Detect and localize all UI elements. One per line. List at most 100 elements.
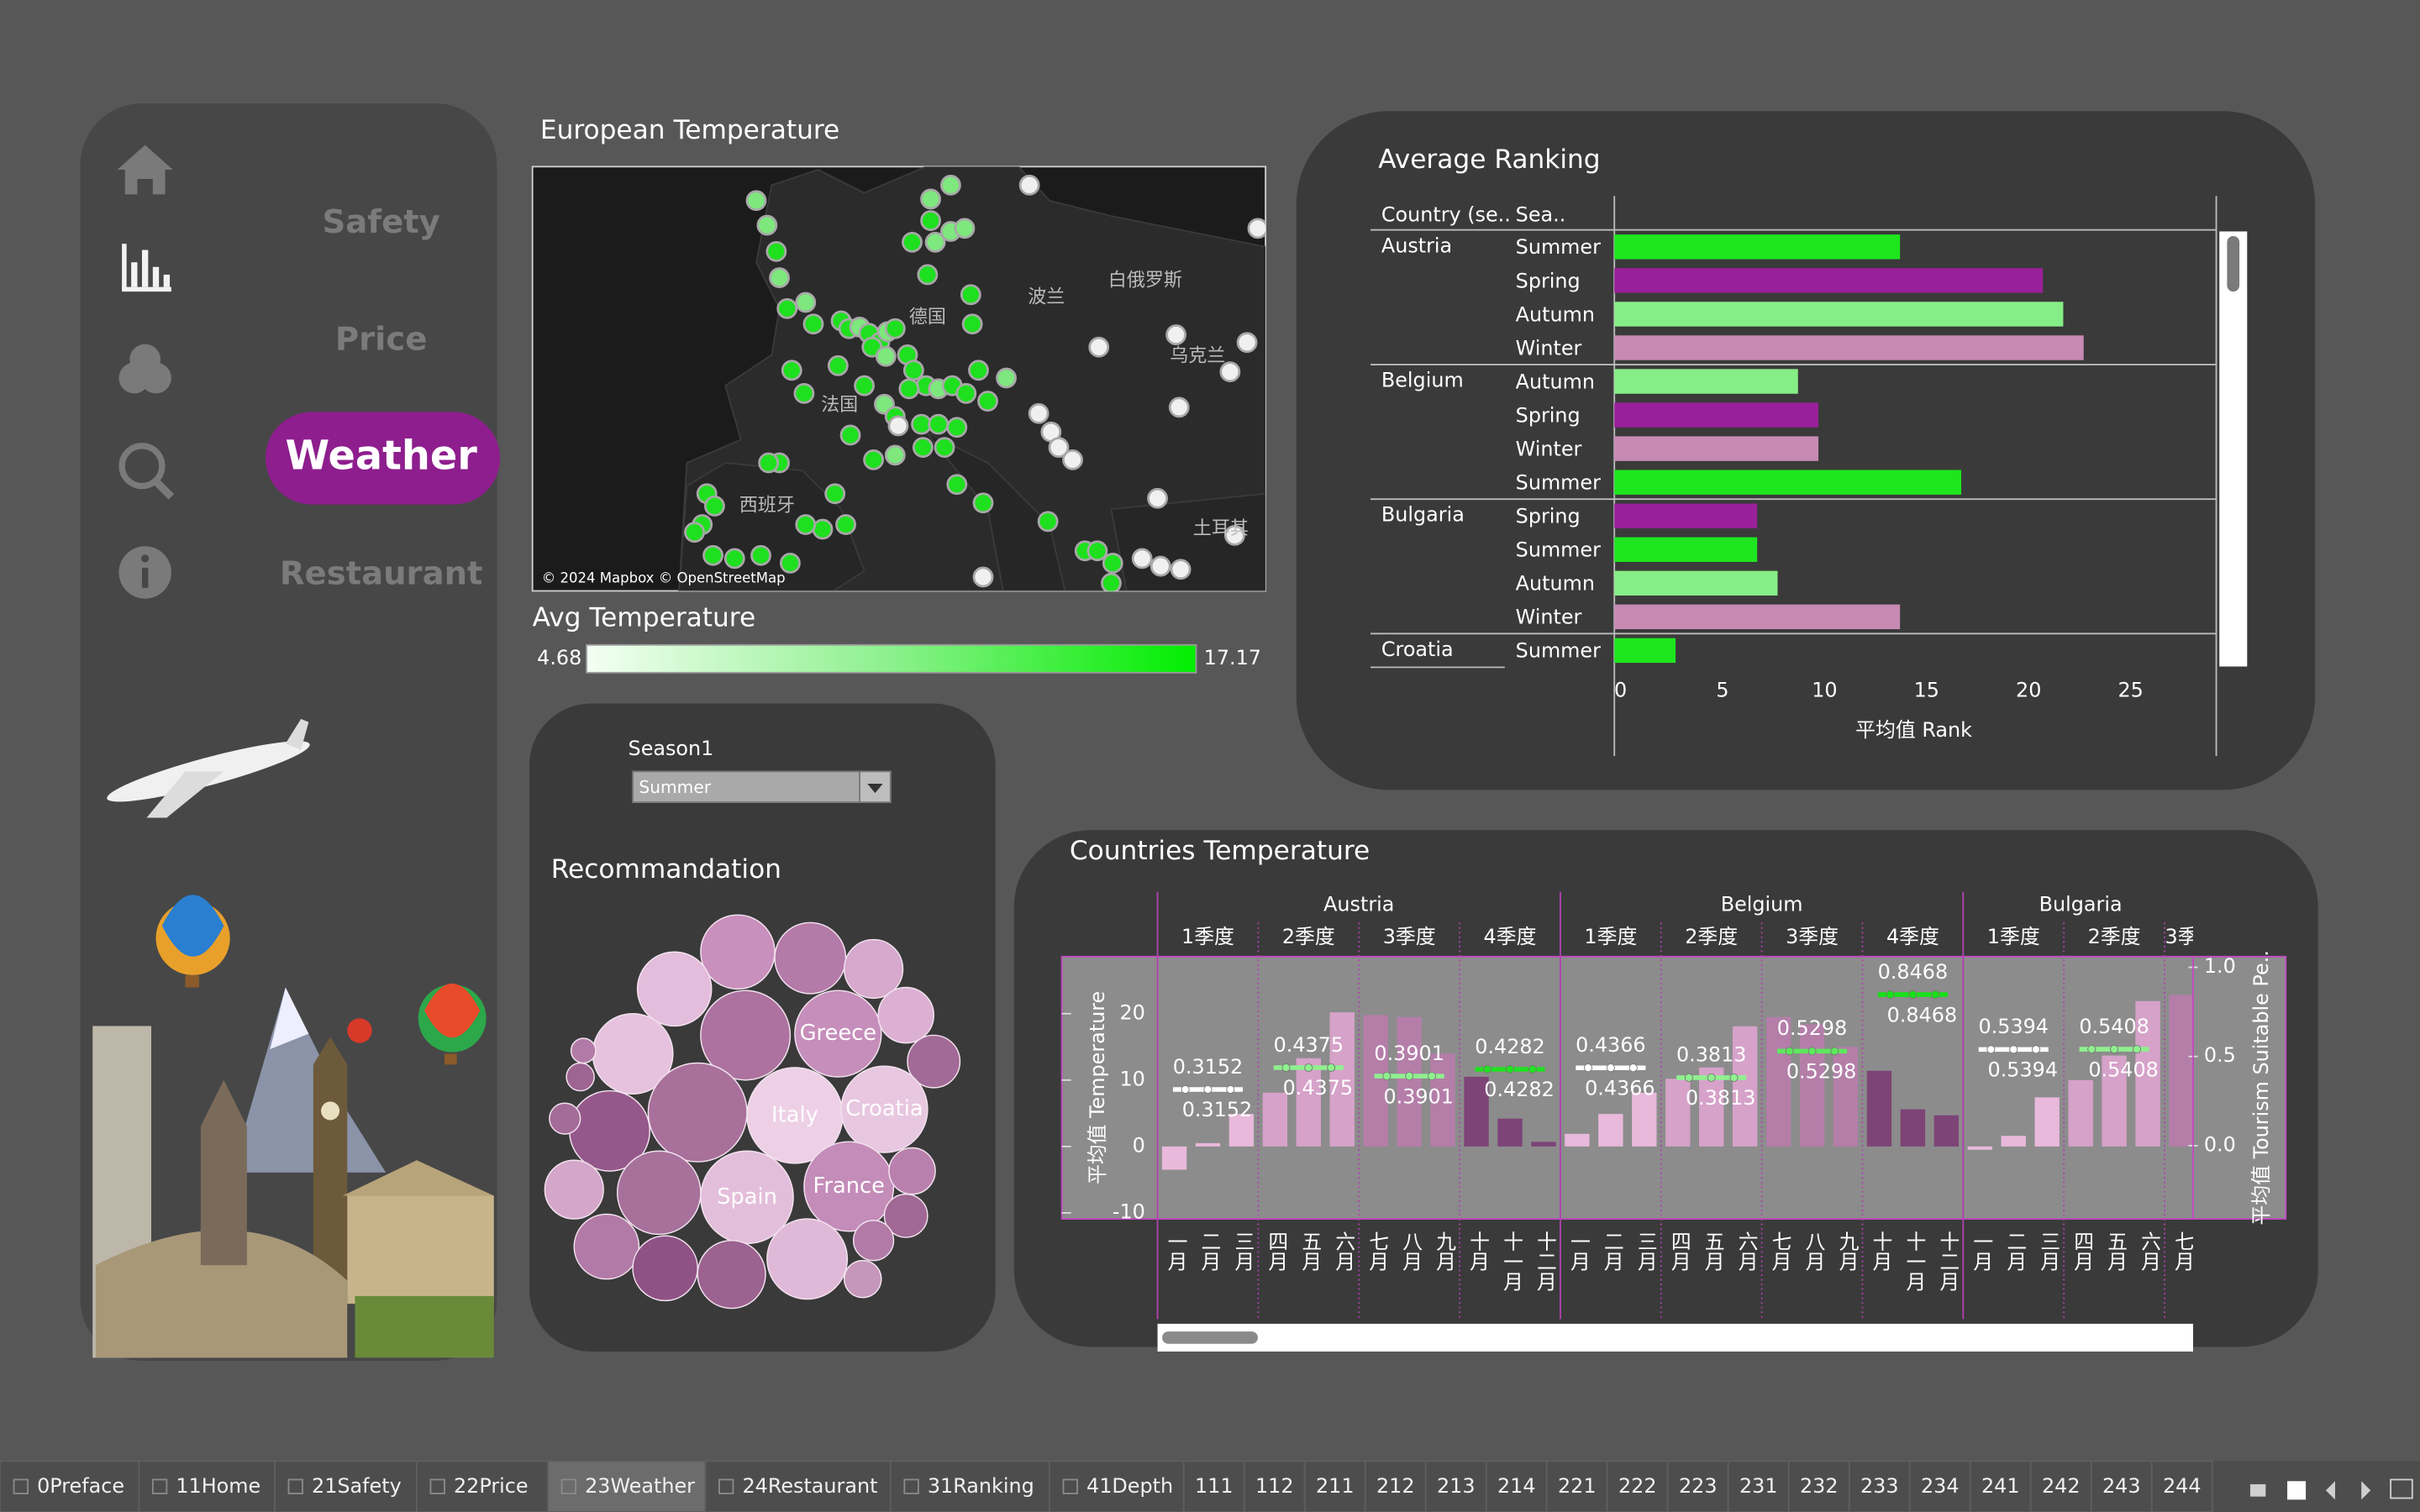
map-point[interactable] xyxy=(854,375,875,396)
map-point[interactable] xyxy=(934,437,955,459)
map-point[interactable] xyxy=(996,367,1017,389)
bar[interactable] xyxy=(1614,268,2044,293)
tab-label[interactable]: 243 xyxy=(2102,1474,2141,1498)
map-point[interactable] xyxy=(972,566,994,588)
map-point[interactable] xyxy=(928,413,950,435)
map-point[interactable] xyxy=(765,240,787,262)
map-point[interactable] xyxy=(875,345,897,367)
map-point[interactable] xyxy=(795,291,817,313)
map-point[interactable] xyxy=(1048,437,1070,459)
tab-label[interactable]: 211 xyxy=(1316,1474,1355,1498)
tab[interactable] xyxy=(1243,1460,1306,1512)
bubble[interactable] xyxy=(888,1147,936,1195)
map-point[interactable] xyxy=(793,382,815,404)
temperature-bar[interactable] xyxy=(1967,1146,1992,1150)
tab-label[interactable]: 223 xyxy=(1679,1474,1718,1498)
bubble[interactable] xyxy=(549,1102,581,1135)
tab[interactable] xyxy=(138,1460,276,1512)
temperature-bar[interactable] xyxy=(1262,1092,1288,1147)
map-point[interactable] xyxy=(1219,361,1241,383)
map-point[interactable] xyxy=(920,188,941,210)
h-scrollbar[interactable] xyxy=(1157,1323,2193,1352)
tab-label[interactable]: 233 xyxy=(1860,1474,1899,1498)
map-point[interactable] xyxy=(758,452,780,474)
bubble[interactable] xyxy=(766,1218,849,1300)
map-point[interactable] xyxy=(972,492,994,514)
temperature-bar[interactable] xyxy=(1296,1058,1322,1147)
tab-label[interactable]: 231 xyxy=(1739,1474,1778,1498)
temperature-bar[interactable] xyxy=(2034,1097,2060,1147)
tab-label[interactable]: 242 xyxy=(2042,1474,2081,1498)
venn-icon[interactable] xyxy=(118,344,171,394)
temperature-bar[interactable] xyxy=(2169,995,2193,1147)
tab[interactable] xyxy=(1049,1460,1185,1512)
map-point[interactable] xyxy=(1088,336,1110,358)
grid-view[interactable] xyxy=(2249,1483,2266,1497)
map-point[interactable] xyxy=(780,553,801,574)
tab-label[interactable]: 22Price xyxy=(454,1474,529,1498)
map-point[interactable] xyxy=(968,360,989,381)
bubble[interactable] xyxy=(907,1034,961,1089)
tab-label[interactable]: 112 xyxy=(1255,1474,1294,1498)
bar[interactable] xyxy=(1614,638,1676,664)
nav-item[interactable]: Restaurant xyxy=(280,555,483,593)
map-point[interactable] xyxy=(802,313,824,335)
tab[interactable] xyxy=(1545,1460,1608,1512)
tab[interactable] xyxy=(1908,1460,1971,1512)
tab-label[interactable]: 31Ranking xyxy=(928,1474,1034,1498)
tab-label[interactable]: 241 xyxy=(1981,1474,2020,1498)
tab-label[interactable]: 221 xyxy=(1558,1474,1597,1498)
map-point[interactable] xyxy=(1102,553,1123,574)
bar[interactable] xyxy=(1614,335,2084,360)
temperature-bar[interactable] xyxy=(1161,1146,1187,1170)
map-point[interactable] xyxy=(723,548,745,570)
map-point[interactable] xyxy=(1236,332,1258,354)
nav-item[interactable]: Price xyxy=(335,320,428,358)
bar[interactable] xyxy=(1614,604,1901,630)
bar[interactable] xyxy=(1614,234,1901,260)
bubble[interactable] xyxy=(843,1259,882,1299)
map-point[interactable] xyxy=(781,360,802,381)
temperature-bar[interactable] xyxy=(2102,1055,2127,1147)
map-point[interactable] xyxy=(1062,449,1083,470)
bubble[interactable] xyxy=(700,990,792,1081)
tab-label[interactable]: 23Weather xyxy=(585,1474,695,1498)
map-point[interactable] xyxy=(960,284,981,306)
tab[interactable] xyxy=(547,1460,707,1512)
temperature-bar[interactable] xyxy=(1565,1133,1590,1147)
temperature-bar[interactable] xyxy=(2135,1000,2160,1147)
temperature-bar[interactable] xyxy=(1195,1142,1221,1147)
map-point[interactable] xyxy=(1028,402,1050,424)
temperature-bar[interactable] xyxy=(1799,1024,1825,1147)
tab[interactable] xyxy=(1666,1460,1729,1512)
tab[interactable] xyxy=(889,1460,1050,1512)
tab-label[interactable]: 111 xyxy=(1195,1474,1234,1498)
tab-label[interactable]: 244 xyxy=(2163,1474,2202,1498)
map-point[interactable] xyxy=(750,544,771,566)
bar[interactable] xyxy=(1614,503,1758,528)
bubble[interactable] xyxy=(570,1037,597,1064)
bubble[interactable] xyxy=(632,1235,698,1302)
bar[interactable] xyxy=(1614,436,1819,461)
tab-label[interactable]: 234 xyxy=(1921,1474,1960,1498)
tab[interactable] xyxy=(704,1460,892,1512)
temperature-bar[interactable] xyxy=(1732,1026,1758,1147)
bubble[interactable] xyxy=(877,986,934,1044)
bar[interactable] xyxy=(1614,470,1962,495)
map-point[interactable] xyxy=(769,267,790,289)
info-icon[interactable] xyxy=(118,546,171,599)
tab[interactable] xyxy=(1424,1460,1487,1512)
bubble[interactable] xyxy=(852,1220,895,1262)
tab-label[interactable]: 0Preface xyxy=(37,1474,124,1498)
map-point[interactable] xyxy=(1170,559,1192,580)
dropdown-button[interactable] xyxy=(859,770,892,804)
tab[interactable] xyxy=(1727,1460,1790,1512)
map-point[interactable] xyxy=(1223,524,1245,546)
map-point[interactable] xyxy=(887,415,909,437)
temperature-bar[interactable] xyxy=(1833,1047,1859,1147)
season-dropdown[interactable] xyxy=(632,770,892,804)
map-point[interactable] xyxy=(946,417,968,438)
map-point[interactable] xyxy=(884,318,906,339)
map-point[interactable] xyxy=(1165,324,1186,345)
bar[interactable] xyxy=(1614,402,1819,428)
